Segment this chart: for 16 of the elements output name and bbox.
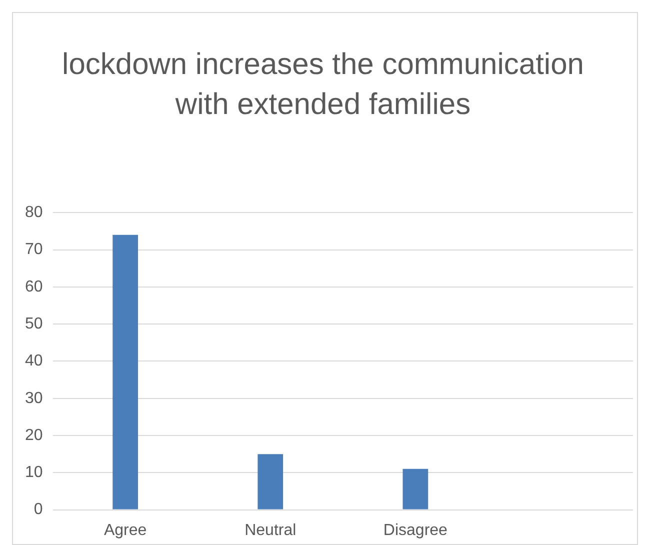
y-tick-label: 0 xyxy=(34,501,43,518)
x-tick-label: Agree xyxy=(104,522,147,539)
y-tick-label: 70 xyxy=(25,241,43,258)
x-tick-label: Disagree xyxy=(383,522,448,539)
bar xyxy=(258,454,284,510)
chart-title: lockdown increases the communication with extended families xyxy=(61,47,585,123)
y-tick-label: 10 xyxy=(25,464,43,482)
x-tick-label: Neutral xyxy=(244,522,296,539)
y-tick-label: 80 xyxy=(25,204,43,222)
y-tick-label: 60 xyxy=(25,278,43,296)
bar xyxy=(402,468,428,510)
y-tick-label: 50 xyxy=(25,315,43,332)
bar xyxy=(112,234,138,510)
y-tick-label: 40 xyxy=(25,352,43,370)
y-tick-label: 30 xyxy=(25,390,43,407)
y-tick-label: 20 xyxy=(25,426,43,444)
